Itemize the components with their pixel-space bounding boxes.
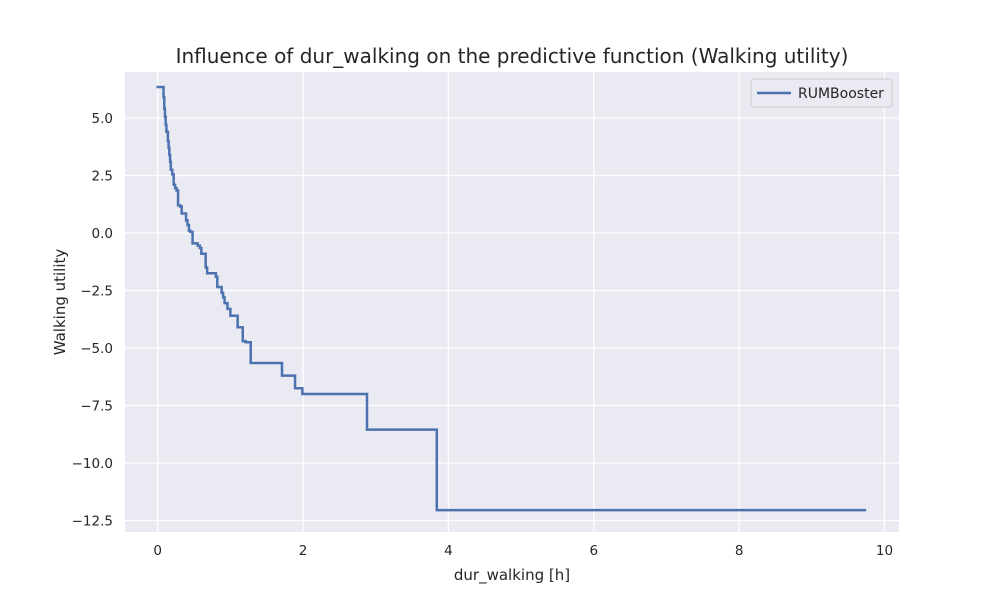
y-tick-label: 0.0	[92, 226, 113, 242]
legend-label-rumbooster: RUMBooster	[798, 86, 884, 102]
legend-box	[750, 78, 893, 108]
y-tick-label: 5.0	[92, 111, 113, 127]
series-group	[156, 85, 867, 512]
x-axis-label: dur_walking [h]	[454, 566, 570, 585]
grid	[125, 72, 899, 532]
x-tick-label: 4	[444, 543, 453, 559]
x-tick-label: 6	[589, 543, 598, 559]
y-tick-label: 2.5	[92, 169, 113, 185]
y-tick-label: −10.0	[72, 456, 113, 472]
plot-area	[125, 72, 899, 532]
series-line-rumbooster	[156, 85, 867, 512]
y-tick-label: −2.5	[80, 284, 113, 300]
y-tick-label: −5.0	[80, 341, 113, 357]
ticks: 0 2 4 6 8 10 5.0 2.5 0.0 −2.5 −5.0 −7.5 −10.0 −12.5	[72, 111, 893, 559]
x-tick-label: 0	[153, 543, 162, 559]
x-tick-label: 8	[735, 543, 744, 559]
x-tick-label: 2	[299, 543, 308, 559]
legend: RUMBooster	[750, 78, 893, 108]
chart-title: Influence of dur_walking on the predicti…	[176, 44, 849, 68]
x-tick-label: 10	[876, 543, 893, 559]
y-tick-label: −7.5	[80, 399, 113, 415]
y-tick-label: −12.5	[72, 514, 113, 530]
y-axis-label: Walking utility	[51, 249, 69, 356]
